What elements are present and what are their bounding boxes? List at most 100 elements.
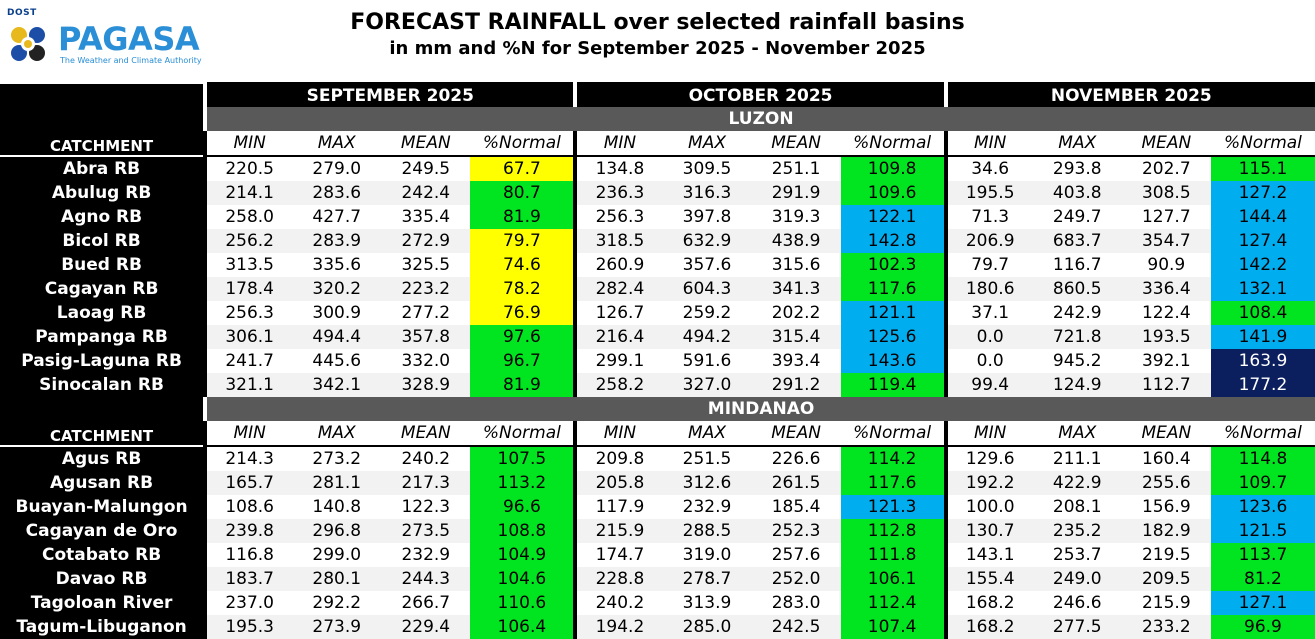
catchment-name: Agno RB	[0, 205, 206, 229]
percent-normal-cell: 74.6	[470, 253, 576, 277]
max-value-cell: 357.6	[662, 253, 752, 277]
min-value-cell: 0.0	[943, 325, 1033, 349]
mean-value-cell: 193.5	[1121, 325, 1211, 349]
catchment-name: Buayan-Malungon	[0, 495, 206, 519]
max-value-cell: 591.6	[662, 349, 752, 373]
column-header: %Normal	[1210, 131, 1315, 157]
min-value-cell: 116.8	[203, 543, 293, 567]
mean-value-cell: 266.7	[381, 591, 471, 615]
percent-normal-cell: 80.7	[470, 181, 576, 205]
mean-value-cell: 127.7	[1121, 205, 1211, 229]
percent-normal-cell: 113.7	[1210, 543, 1315, 567]
percent-normal-cell: 76.9	[470, 301, 576, 325]
table-row: Agus RB 214.3 273.2 240.2 107.5 209.8 251.5 226…	[0, 446, 1315, 471]
min-value-cell: 260.9	[573, 253, 663, 277]
max-value-cell: 403.8	[1032, 181, 1122, 205]
min-value-cell: 258.2	[573, 373, 663, 397]
max-value-cell: 208.1	[1032, 495, 1122, 519]
table-row: Agusan RB 165.7 281.1 217.3 113.2 205.8 312.6 2…	[0, 471, 1315, 495]
percent-normal-cell: 81.2	[1210, 567, 1315, 591]
table-row: Bued RB 313.5 335.6 325.5 74.6 260.9 357.6 315.…	[0, 253, 1315, 277]
max-value-cell: 299.0	[292, 543, 382, 567]
percent-normal-cell: 121.3	[840, 495, 946, 519]
percent-normal-cell: 143.6	[840, 349, 946, 373]
mean-value-cell: 315.4	[751, 325, 841, 349]
max-value-cell: 283.6	[292, 181, 382, 205]
mean-value-cell: 202.2	[751, 301, 841, 325]
mean-value-cell: 185.4	[751, 495, 841, 519]
mean-value-cell: 217.3	[381, 471, 471, 495]
max-value-cell: 242.9	[1032, 301, 1122, 325]
table-row: Pasig-Laguna RB 241.7 445.6 332.0 96.7 299.1 5…	[0, 349, 1315, 373]
mean-value-cell: 160.4	[1121, 446, 1211, 471]
mean-value-cell: 308.5	[1121, 181, 1211, 205]
percent-normal-cell: 109.8	[840, 156, 946, 181]
min-value-cell: 134.8	[573, 156, 663, 181]
percent-normal-cell: 104.9	[470, 543, 576, 567]
percent-normal-cell: 113.2	[470, 471, 576, 495]
min-value-cell: 195.3	[203, 615, 293, 639]
max-value-cell: 285.0	[662, 615, 752, 639]
table-row: Davao RB 183.7 280.1 244.3 104.6 228.8 278.7 25…	[0, 567, 1315, 591]
mean-value-cell: 325.5	[381, 253, 471, 277]
mean-value-cell: 272.9	[381, 229, 471, 253]
catchment-header: CATCHMENT	[0, 421, 206, 447]
min-value-cell: 129.6	[943, 446, 1033, 471]
percent-normal-cell: 96.6	[470, 495, 576, 519]
percent-normal-cell: 123.6	[1210, 495, 1315, 519]
min-value-cell: 37.1	[943, 301, 1033, 325]
percent-normal-cell: 81.9	[470, 205, 576, 229]
max-value-cell: 494.4	[292, 325, 382, 349]
catchment-name: Cotabato RB	[0, 543, 206, 567]
catchment-name: Abulug RB	[0, 181, 206, 205]
month-header: NOVEMBER 2025	[943, 82, 1315, 107]
min-value-cell: 240.2	[573, 591, 663, 615]
mean-value-cell: 354.7	[1121, 229, 1211, 253]
table-row: Tagoloan River 237.0 292.2 266.7 110.6 240.2 3…	[0, 591, 1315, 615]
min-value-cell: 117.9	[573, 495, 663, 519]
min-value-cell: 214.3	[203, 446, 293, 471]
min-value-cell: 108.6	[203, 495, 293, 519]
min-value-cell: 236.3	[573, 181, 663, 205]
mean-value-cell: 182.9	[1121, 519, 1211, 543]
month-header: SEPTEMBER 2025	[203, 82, 576, 107]
percent-normal-cell: 79.7	[470, 229, 576, 253]
max-value-cell: 279.0	[292, 156, 382, 181]
min-value-cell: 180.6	[943, 277, 1033, 301]
max-value-cell: 445.6	[292, 349, 382, 373]
max-value-cell: 124.9	[1032, 373, 1122, 397]
min-value-cell: 130.7	[943, 519, 1033, 543]
column-header: MAX	[662, 131, 752, 157]
catchment-name: Pampanga RB	[0, 325, 206, 349]
min-value-cell: 178.4	[203, 277, 293, 301]
max-value-cell: 494.2	[662, 325, 752, 349]
max-value-cell: 632.9	[662, 229, 752, 253]
mean-value-cell: 229.4	[381, 615, 471, 639]
percent-normal-cell: 108.4	[1210, 301, 1315, 325]
percent-normal-cell: 144.4	[1210, 205, 1315, 229]
column-header: MIN	[203, 421, 293, 447]
mean-value-cell: 233.2	[1121, 615, 1211, 639]
catchment-name: Cagayan RB	[0, 277, 206, 301]
catchment-name: Tagoloan River	[0, 591, 206, 615]
min-value-cell: 220.5	[203, 156, 293, 181]
column-header: MIN	[943, 131, 1033, 157]
mean-value-cell: 240.2	[381, 446, 471, 471]
mean-value-cell: 252.3	[751, 519, 841, 543]
percent-normal-cell: 107.4	[840, 615, 946, 639]
percent-normal-cell: 117.6	[840, 471, 946, 495]
max-value-cell: 296.8	[292, 519, 382, 543]
min-value-cell: 79.7	[943, 253, 1033, 277]
logo-name: PAGASA	[58, 20, 200, 58]
min-value-cell: 209.8	[573, 446, 663, 471]
max-value-cell: 300.9	[292, 301, 382, 325]
mean-value-cell: 122.3	[381, 495, 471, 519]
mean-value-cell: 438.9	[751, 229, 841, 253]
percent-normal-cell: 106.1	[840, 567, 946, 591]
catchment-name: Laoag RB	[0, 301, 206, 325]
percent-normal-cell: 125.6	[840, 325, 946, 349]
mean-value-cell: 393.4	[751, 349, 841, 373]
min-value-cell: 168.2	[943, 591, 1033, 615]
max-value-cell: 604.3	[662, 277, 752, 301]
max-value-cell: 283.9	[292, 229, 382, 253]
